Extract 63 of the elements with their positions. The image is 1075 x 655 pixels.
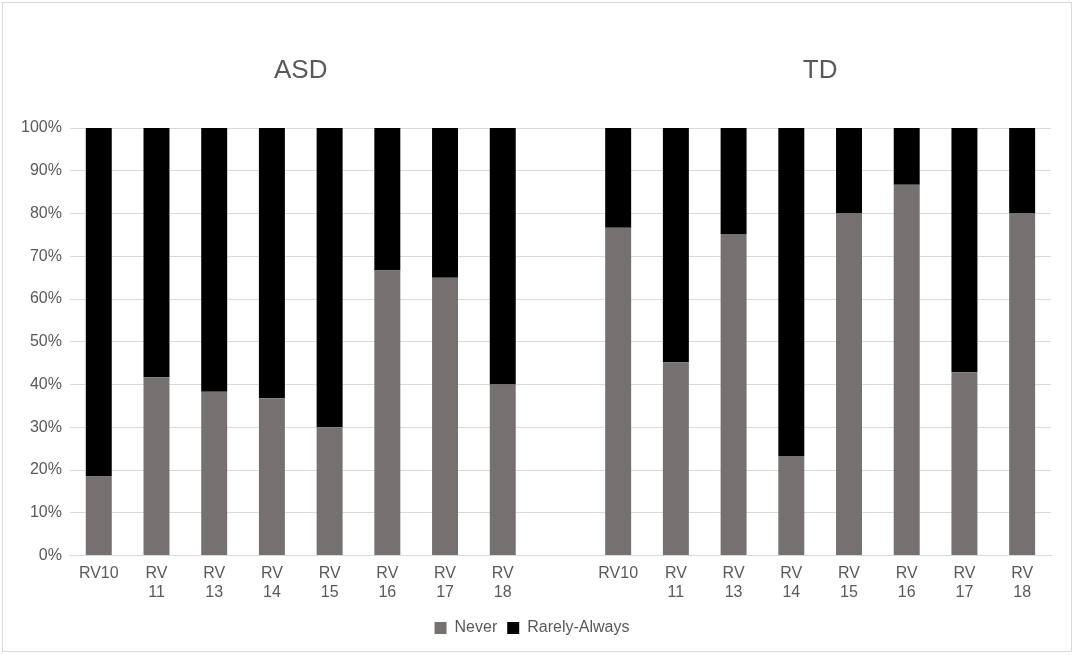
x-tick-label: RV 11 bbox=[664, 563, 688, 600]
y-tick-label: 60% bbox=[29, 289, 62, 307]
text: TD bbox=[802, 54, 838, 85]
y-tick-label: 100% bbox=[21, 118, 62, 136]
bar bbox=[778, 455, 805, 556]
bar bbox=[836, 128, 862, 214]
bar bbox=[1009, 213, 1036, 556]
x-tick-label: RV 18 bbox=[491, 563, 515, 600]
bar bbox=[778, 128, 805, 456]
bar bbox=[893, 128, 920, 185]
y-tick-label: 0% bbox=[38, 546, 62, 564]
x-tick-label: RV 17 bbox=[953, 563, 976, 600]
bar bbox=[605, 227, 632, 556]
bar bbox=[432, 277, 459, 556]
bar bbox=[85, 476, 112, 556]
y-tick-label: 80% bbox=[29, 203, 62, 221]
bar bbox=[316, 427, 343, 556]
y-tick-label: 70% bbox=[29, 246, 62, 264]
bar bbox=[951, 128, 978, 373]
x-tick-label: RV 14 bbox=[780, 563, 803, 600]
x-tick-label: RV 18 bbox=[1011, 563, 1034, 600]
y-tick-label: 30% bbox=[29, 417, 62, 435]
bar bbox=[662, 362, 689, 556]
y-tick-label: 40% bbox=[29, 374, 62, 392]
x-tick-label: RV 16 bbox=[895, 563, 919, 600]
bar bbox=[720, 234, 747, 556]
bar bbox=[432, 128, 459, 278]
bar bbox=[316, 128, 343, 428]
legend-label: Never bbox=[454, 618, 498, 636]
bar bbox=[258, 398, 285, 556]
x-tick-label: RV 14 bbox=[260, 563, 284, 600]
bar bbox=[143, 128, 170, 378]
bar bbox=[258, 128, 285, 399]
bar bbox=[489, 128, 516, 385]
bar bbox=[374, 128, 401, 271]
x-tick-label: RV 13 bbox=[203, 563, 226, 600]
x-tick-label: RV 11 bbox=[145, 563, 168, 600]
bar bbox=[1009, 128, 1036, 214]
y-tick-label: 90% bbox=[29, 161, 62, 179]
bar bbox=[143, 377, 170, 556]
y-tick-label: 50% bbox=[29, 332, 62, 350]
y-tick-label: 20% bbox=[29, 460, 62, 478]
y-tick-label: 10% bbox=[29, 503, 62, 521]
text: ASD bbox=[274, 54, 328, 85]
bar bbox=[893, 184, 920, 556]
bar bbox=[951, 372, 978, 556]
x-tick-label: RV 17 bbox=[434, 563, 457, 600]
bar bbox=[374, 270, 401, 556]
x-tick-label: RV10 bbox=[598, 563, 639, 581]
x-tick-label: RV 16 bbox=[376, 563, 399, 600]
x-tick-label: RV 13 bbox=[722, 563, 745, 600]
bar bbox=[720, 128, 747, 235]
bar bbox=[605, 128, 632, 228]
x-tick-label: RV 15 bbox=[838, 563, 861, 600]
x-tick-label: RV 15 bbox=[318, 563, 341, 600]
bar bbox=[201, 128, 228, 392]
legend-label: Rarely-Always bbox=[527, 618, 630, 636]
bar bbox=[201, 391, 228, 556]
bar bbox=[489, 384, 516, 556]
bar bbox=[85, 128, 112, 477]
x-tick-label: RV10 bbox=[78, 563, 119, 581]
bar bbox=[662, 128, 689, 363]
bar bbox=[836, 213, 862, 556]
